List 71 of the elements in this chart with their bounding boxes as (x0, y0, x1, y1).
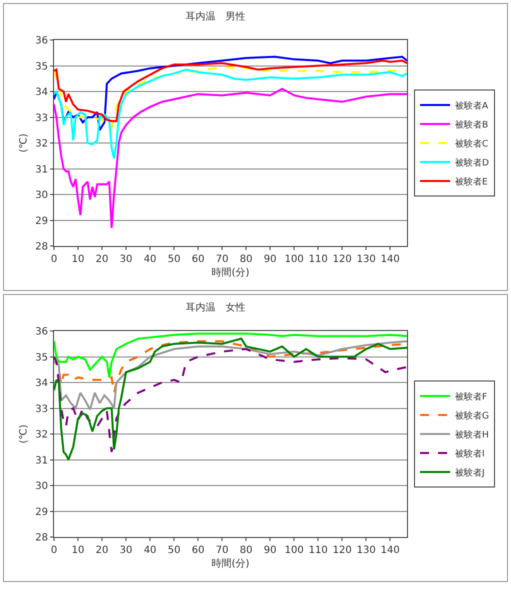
x-tick-label: 30 (120, 545, 132, 556)
y-tick-label: 28 (35, 242, 48, 252)
line-series (54, 56, 407, 132)
x-tick-label: 110 (308, 254, 328, 265)
x-tick-label: 70 (216, 254, 228, 265)
y-tick-label: 33 (35, 404, 48, 415)
x-tick-label: 60 (192, 254, 204, 265)
x-tick-label: 80 (240, 254, 252, 265)
legend-label: 被験者D (455, 158, 490, 169)
x-tick-label: 10 (72, 254, 84, 265)
y-tick-label: 35 (35, 61, 48, 72)
y-tick-label: 36 (35, 326, 48, 338)
y-tick-label: 32 (35, 138, 48, 150)
x-tick-label: 100 (284, 254, 304, 265)
legend-label: 被験者I (455, 448, 485, 460)
x-tick-label: 110 (308, 545, 328, 556)
y-tick-label: 34 (35, 87, 48, 98)
legend-label: 被験者H (455, 430, 489, 441)
x-tick-label: 60 (192, 545, 204, 556)
y-tick-label: 29 (35, 216, 48, 227)
x-tick-label: 90 (264, 254, 276, 265)
x-tick-label: 100 (284, 545, 304, 556)
legend-label: 被験者G (455, 410, 490, 422)
y-tick-label: 30 (35, 190, 48, 201)
x-tick-label: 80 (240, 545, 252, 556)
y-tick-label: 36 (35, 36, 48, 46)
x-tick-label: 130 (356, 254, 376, 265)
legend-label: 被験者B (455, 120, 488, 131)
y-tick-label: 32 (35, 430, 48, 440)
x-tick-label: 130 (356, 545, 376, 556)
legend-label: 被験者J (455, 468, 485, 479)
x-tick-label: 140 (380, 254, 400, 265)
y-tick-label: 33 (35, 112, 48, 124)
line-series (54, 68, 407, 160)
line-series (54, 66, 407, 129)
y-tick-label: 30 (35, 481, 48, 492)
line-series (54, 340, 407, 411)
legend-label: 被験者A (455, 100, 490, 112)
x-tick-label: 50 (168, 254, 180, 265)
line-series (54, 332, 407, 378)
chart-title: 耳内温 女性 (185, 302, 246, 314)
y-tick-label: 29 (35, 506, 48, 518)
x-tick-label: 90 (264, 545, 276, 556)
x-tick-label: 70 (216, 545, 228, 556)
y-tick-label: 31 (35, 455, 48, 466)
x-tick-label: 140 (380, 545, 400, 556)
x-tick-label: 40 (144, 545, 156, 556)
chart-title: 耳内温 男性 (185, 10, 246, 23)
line-series (54, 60, 407, 122)
y-tick-label: 31 (35, 164, 48, 176)
x-tick-label: 0 (50, 254, 58, 265)
x-tick-label: 0 (50, 545, 58, 556)
legend-label: 被験者E (455, 176, 488, 188)
x-axis-title: 時間(分) (212, 558, 250, 570)
x-tick-label: 20 (96, 545, 108, 556)
y-tick-label: 34 (35, 378, 48, 389)
x-tick-label: 120 (332, 545, 352, 556)
x-tick-label: 10 (72, 545, 84, 556)
y-axis-title: (℃) (18, 133, 30, 153)
line-series (54, 88, 407, 229)
y-tick-label: 28 (35, 532, 48, 544)
y-axis-title: (℃) (18, 424, 30, 444)
y-tick-label: 35 (35, 352, 48, 364)
legend-label: 被験者F (455, 392, 488, 403)
legend-label: 被験者C (455, 138, 488, 150)
x-tick-label: 20 (96, 254, 108, 265)
x-tick-label: 50 (168, 545, 180, 556)
x-tick-label: 120 (332, 254, 352, 265)
x-tick-label: 30 (120, 254, 132, 265)
x-tick-label: 40 (144, 254, 156, 265)
x-axis-title: 時間(分) (212, 266, 250, 278)
